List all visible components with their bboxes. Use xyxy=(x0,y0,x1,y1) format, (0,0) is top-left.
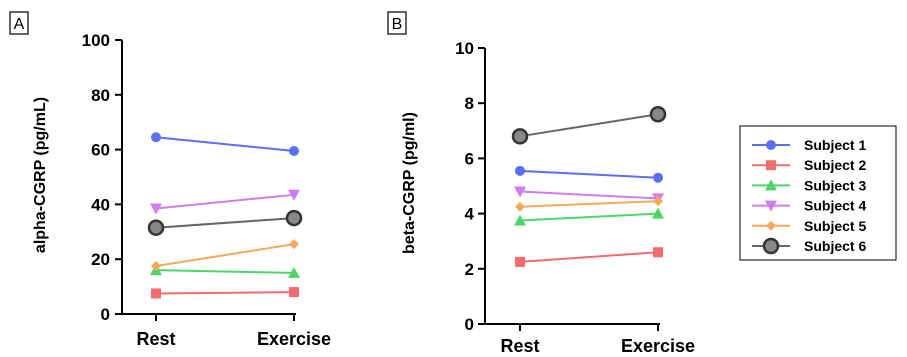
panel-b-label: B xyxy=(392,16,403,33)
panel-a-point-subject-1 xyxy=(151,132,161,143)
panel-b-axes: 0 2 4 6 8 10 Rest Exercise xyxy=(455,39,695,356)
panel-a-series-line-1 xyxy=(155,136,295,152)
panel-a-category-label: Rest xyxy=(136,329,175,349)
panel-a-series-line-3 xyxy=(155,269,295,274)
legend-marker-3 xyxy=(765,179,777,191)
panel-b-series-line-3 xyxy=(519,212,659,222)
legend-marker-5 xyxy=(766,220,776,231)
panel-a-label-box xyxy=(9,11,29,35)
panel-b-point-subject-3 xyxy=(652,207,664,219)
panel-b-point-subject-1 xyxy=(515,165,525,176)
legend: Subject 1 Subject 2 Subject 3 Subject 4 Subj… xyxy=(739,125,897,261)
legend-marker-4 xyxy=(765,200,777,212)
panel-a-axes: 0 20 40 60 80 100 Rest Exercise xyxy=(82,31,331,349)
panel-b-point-subject-2 xyxy=(653,247,663,258)
panel-b-series-line-5 xyxy=(519,200,659,208)
panel-a-series-line-2 xyxy=(155,291,295,295)
panel-a: A alpha-CGRP (pg/mL) 0 20 40 60 80 100 Rest Exe… xyxy=(9,11,331,349)
legend-label-3: Subject 3 xyxy=(804,177,866,193)
panel-a-series xyxy=(147,132,303,299)
panel-a-point-subject-4 xyxy=(150,203,162,215)
panel-b-y-tick-label: 2 xyxy=(465,260,474,279)
panel-b-y-axis-title: beta-CGRP (pg/ml) xyxy=(401,112,418,254)
panel-a-point-subject-1 xyxy=(289,145,299,156)
panel-b-point-subject-6 xyxy=(649,105,667,123)
panel-b-point-subject-4 xyxy=(514,186,526,198)
panel-a-label: A xyxy=(14,16,25,33)
panel-b-series-line-6 xyxy=(519,113,659,138)
panel-a-series-line-5 xyxy=(155,243,295,268)
panel-b-y-tick-label: 8 xyxy=(465,94,474,113)
panel-a-y-axis-title: alpha-CGRP (pg/mL) xyxy=(32,97,49,253)
legend-label-2: Subject 2 xyxy=(804,157,866,173)
panel-a-y-tick-label: 40 xyxy=(91,195,110,214)
panel-a-y-tick-label: 100 xyxy=(82,31,110,50)
panel-a-y-tick-label: 20 xyxy=(91,250,110,269)
panel-b-point-subject-6 xyxy=(511,128,529,145)
panel-a-y-tick-label: 60 xyxy=(91,141,110,160)
legend-box xyxy=(739,125,897,261)
panel-a-y-tick-label: 0 xyxy=(101,305,110,324)
panel-b-y-tick-label: 4 xyxy=(465,205,475,224)
legend-marker-1 xyxy=(766,140,776,150)
panel-b-point-subject-5 xyxy=(515,201,525,212)
legend-label-6: Subject 6 xyxy=(804,238,866,254)
legend-marker-6 xyxy=(762,237,780,255)
panel-a-point-subject-2 xyxy=(151,288,161,299)
panel-a-point-subject-6 xyxy=(147,219,165,236)
panel-b-point-subject-2 xyxy=(515,256,525,267)
panel-b-y-tick-label: 6 xyxy=(465,149,474,168)
legend-label-5: Subject 5 xyxy=(804,218,866,234)
panel-a-series-line-6 xyxy=(155,217,295,229)
panel-a-point-subject-4 xyxy=(288,189,300,201)
panel-a-point-subject-3 xyxy=(288,266,300,278)
panel-b-series xyxy=(511,105,667,267)
panel-b-point-subject-5 xyxy=(653,196,663,207)
legend-items: Subject 1 Subject 2 Subject 3 Subject 4 Subj… xyxy=(752,137,866,255)
panel-b-series-line-1 xyxy=(519,169,659,179)
panel-a-y-tick-label: 80 xyxy=(91,86,110,105)
panel-b-label-box xyxy=(387,11,407,35)
panel-a-point-subject-6 xyxy=(285,209,303,227)
panel-b-point-subject-1 xyxy=(653,172,663,183)
legend-label-4: Subject 4 xyxy=(804,198,866,214)
panel-b: B beta-CGRP (pg/ml) 0 2 4 6 8 10 Rest Exercise xyxy=(387,11,695,356)
panel-b-y-tick-label: 10 xyxy=(455,39,474,58)
panel-b-series-line-4 xyxy=(519,190,659,200)
legend-label-1: Subject 1 xyxy=(804,137,866,153)
panel-a-point-subject-5 xyxy=(151,261,161,272)
panel-b-y-tick-label: 0 xyxy=(465,315,474,334)
panel-a-point-subject-2 xyxy=(289,287,299,298)
panel-b-category-label: Exercise xyxy=(621,336,695,356)
panel-b-category-label: Rest xyxy=(500,336,539,356)
panel-a-point-subject-5 xyxy=(289,239,299,250)
legend-marker-2 xyxy=(766,160,776,171)
panel-a-series-line-4 xyxy=(155,193,295,210)
panel-a-category-label: Exercise xyxy=(257,329,331,349)
panel-b-point-subject-3 xyxy=(514,214,526,226)
panel-b-series-line-2 xyxy=(519,251,659,263)
